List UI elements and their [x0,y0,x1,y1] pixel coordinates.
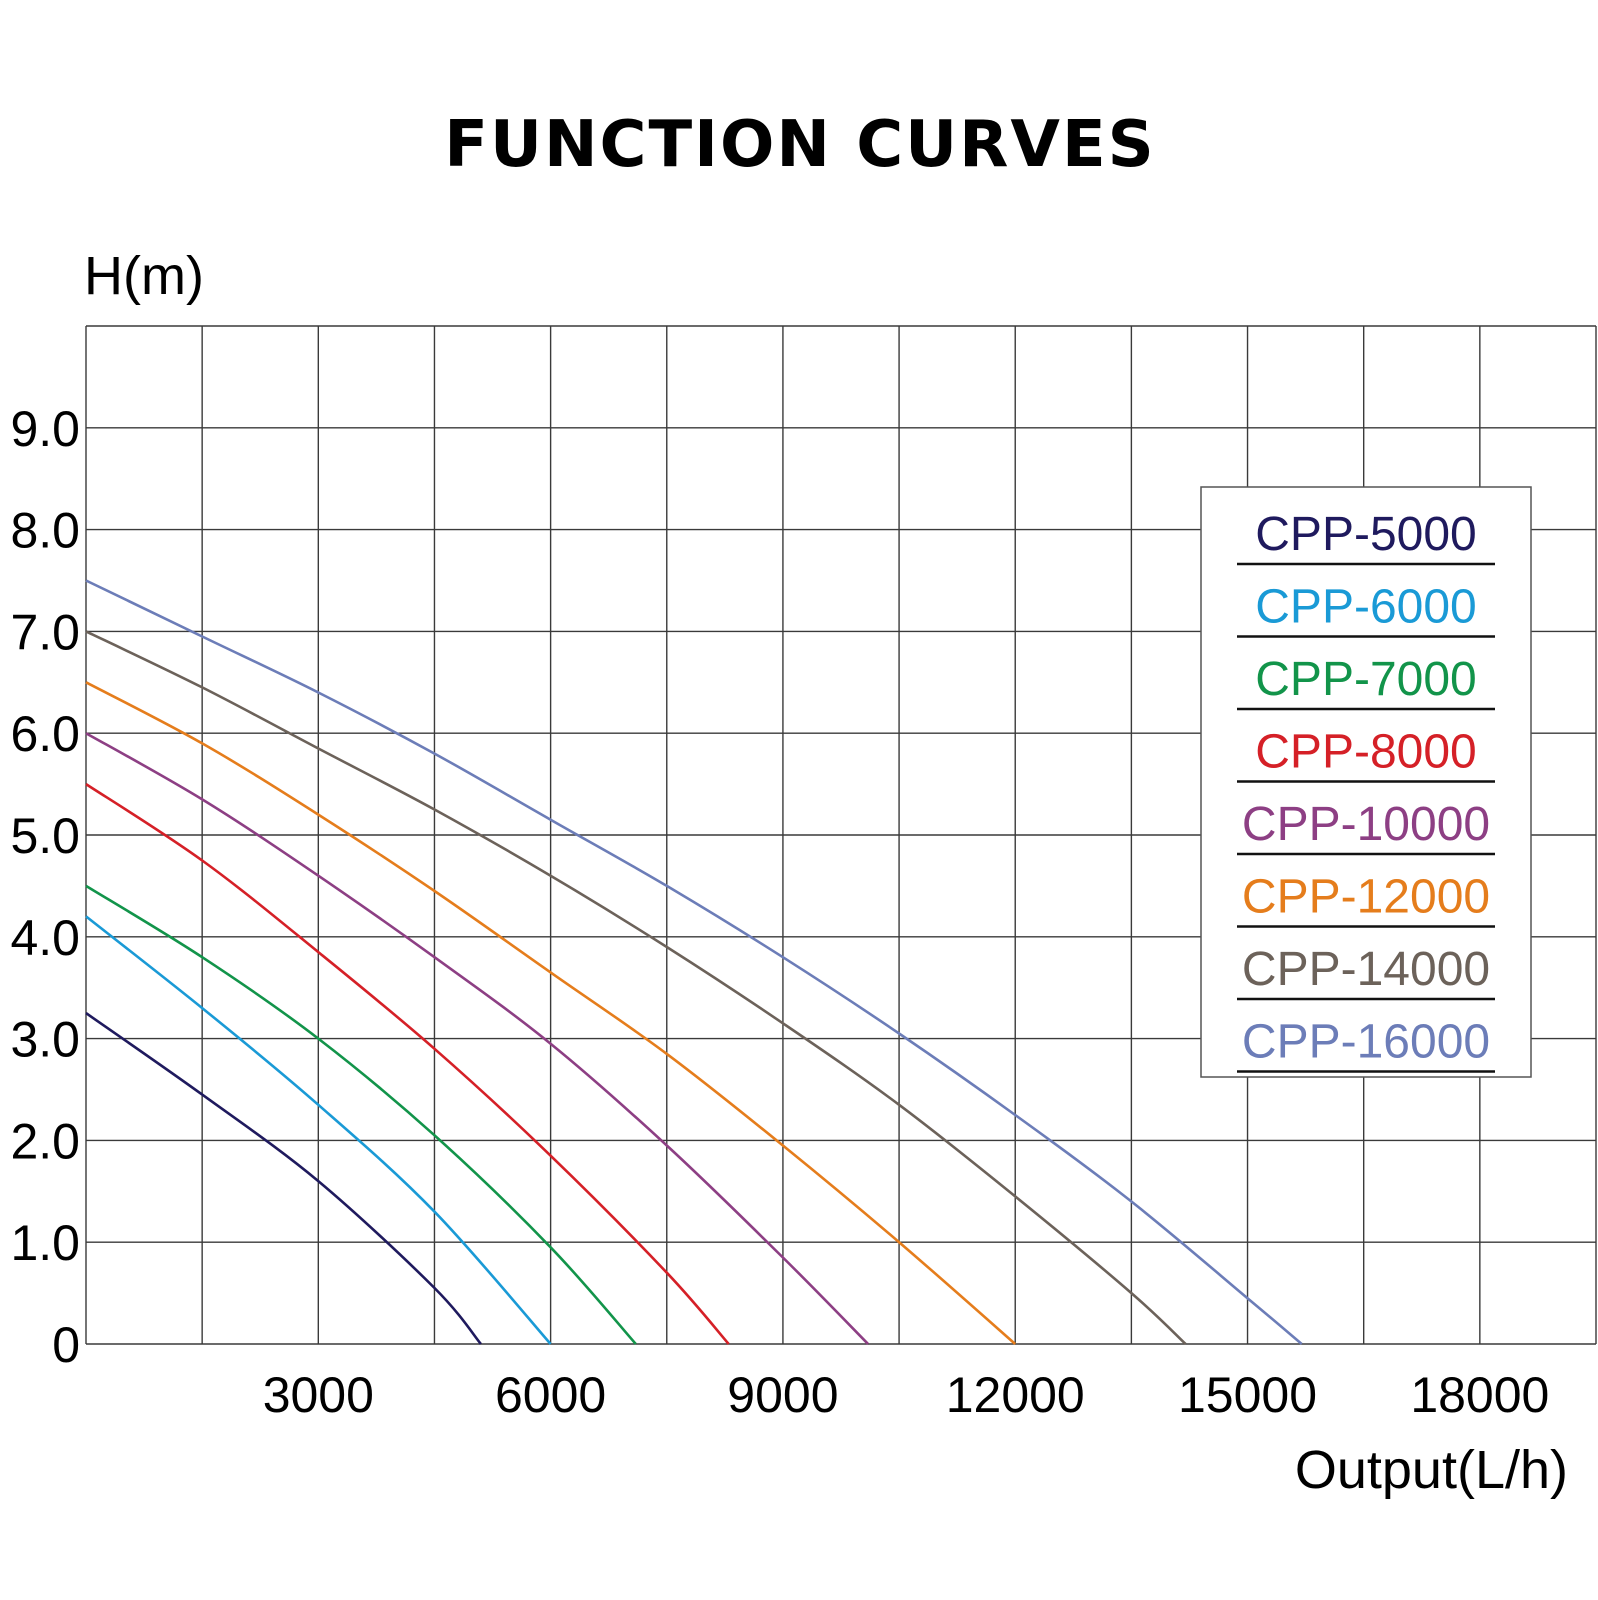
legend-item-cpp-6000: CPP-6000 [1255,581,1476,634]
legend-item-cpp-7000: CPP-7000 [1255,653,1476,706]
legend-item-cpp-16000: CPP-16000 [1242,1016,1490,1069]
series-lines [85,579,1303,1345]
y-tick-label: 2.0 [10,1113,80,1169]
y-axis-ticks: 0 1.0 2.0 3.0 4.0 5.0 6.0 7.0 8.0 9.0 [10,401,80,1373]
series-line-cpp-8000 [85,783,730,1345]
y-tick-label: 0 [52,1317,80,1373]
series-line-cpp-7000 [85,884,637,1345]
y-axis-label: H(m) [84,246,204,306]
x-axis-ticks: 3000 6000 9000 12000 15000 18000 [263,1367,1550,1423]
y-tick-label: 8.0 [10,503,80,559]
series-line-cpp-16000 [85,579,1303,1345]
x-tick-label: 9000 [727,1367,838,1423]
legend-item-cpp-8000: CPP-8000 [1255,726,1476,779]
y-tick-label: 3.0 [10,1012,80,1068]
series-line-cpp-14000 [85,630,1187,1345]
x-tick-label: 18000 [1410,1367,1549,1423]
legend-item-cpp-5000: CPP-5000 [1255,508,1476,561]
y-tick-label: 6.0 [10,706,80,762]
series-line-cpp-10000 [85,732,870,1345]
x-tick-label: 3000 [263,1367,374,1423]
y-tick-label: 9.0 [10,401,80,457]
chart-title: FUNCTION CURVES [444,108,1156,182]
series-line-cpp-5000 [85,1012,482,1345]
legend-item-cpp-10000: CPP-10000 [1242,798,1490,851]
legend-item-cpp-12000: CPP-12000 [1242,871,1490,924]
x-tick-label: 12000 [946,1367,1085,1423]
x-axis-label: Output(L/h) [1295,1440,1568,1500]
y-tick-label: 4.0 [10,910,80,966]
x-tick-label: 6000 [495,1367,606,1423]
series-line-cpp-6000 [85,915,552,1345]
legend-item-cpp-14000: CPP-14000 [1242,943,1490,996]
series-line-cpp-12000 [85,681,1017,1345]
y-tick-label: 5.0 [10,808,80,864]
y-tick-label: 7.0 [10,604,80,660]
legend: CPP-5000 CPP-6000 CPP-7000 CPP-8000 CPP-1000… [1200,486,1532,1078]
y-tick-label: 1.0 [10,1215,80,1271]
x-tick-label: 15000 [1178,1367,1317,1423]
